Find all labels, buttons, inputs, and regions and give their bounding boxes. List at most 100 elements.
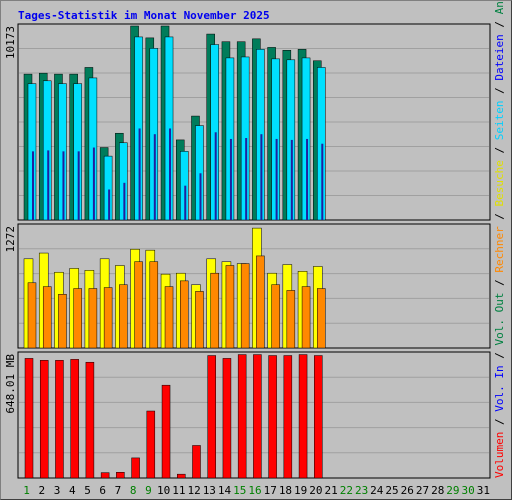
bar-rechner xyxy=(134,261,143,349)
bar-volumen xyxy=(70,359,79,479)
x-tick-label: 2 xyxy=(39,484,46,497)
legend-entry: / xyxy=(493,412,506,432)
bar-seiten xyxy=(184,185,187,220)
legend-entry: Anfragen xyxy=(493,0,506,14)
bar-seiten xyxy=(321,143,324,220)
legend-entry: Rechner xyxy=(493,226,506,273)
legend-entry: Vol. In xyxy=(493,365,506,411)
bar-rechner xyxy=(149,261,159,349)
bar-volumen xyxy=(268,355,277,479)
bar-volumen xyxy=(161,384,171,479)
bar-seiten xyxy=(92,147,95,220)
bar-rechner xyxy=(73,288,82,349)
x-tick-label: 9 xyxy=(145,484,152,497)
bar-rechner xyxy=(210,272,219,349)
bar-rechner xyxy=(42,286,52,349)
x-tick-label: 16 xyxy=(248,484,261,497)
bar-volumen xyxy=(55,360,64,479)
bar-volumen xyxy=(314,355,323,479)
bar-volumen xyxy=(298,354,308,479)
bar-volumen xyxy=(131,457,140,479)
bar-seiten xyxy=(275,138,278,220)
x-tick-label: 30 xyxy=(462,484,475,497)
chart-title: Tages-Statistik im Monat November 2025 xyxy=(18,9,270,22)
y-max-label: 648.01 MB xyxy=(4,354,17,414)
x-tick-label: 3 xyxy=(54,484,61,497)
x-tick-label: 26 xyxy=(401,484,414,497)
bar-volumen xyxy=(85,361,95,479)
bar-rechner xyxy=(286,290,296,349)
bar-rechner xyxy=(180,280,189,349)
x-tick-label: 11 xyxy=(172,484,185,497)
x-tick-label: 21 xyxy=(325,484,338,497)
bar-rechner xyxy=(225,265,235,349)
bar-rechner xyxy=(271,284,280,349)
bar-volumen xyxy=(39,360,49,479)
x-tick-label: 7 xyxy=(115,484,122,497)
x-tick-label: 18 xyxy=(279,484,292,497)
bar-seiten xyxy=(199,173,202,220)
x-tick-label: 20 xyxy=(309,484,322,497)
x-tick-label: 15 xyxy=(233,484,246,497)
bar-rechner xyxy=(256,255,265,349)
x-tick-label: 4 xyxy=(69,484,76,497)
bar-seiten xyxy=(77,151,80,220)
bar-rechner xyxy=(195,291,204,349)
x-tick-label: 8 xyxy=(130,484,137,497)
bar-rechner xyxy=(164,286,174,349)
bar-volumen xyxy=(146,410,156,479)
bar-seiten xyxy=(290,139,293,220)
bar-seiten xyxy=(169,128,172,220)
bar-seiten xyxy=(245,137,248,220)
x-tick-label: 5 xyxy=(84,484,91,497)
legend-entry: / xyxy=(493,140,506,160)
bar-seiten xyxy=(214,132,217,220)
legend-entry: / xyxy=(493,14,506,34)
bar-seiten xyxy=(47,150,50,220)
legend-entry: Vol. Out xyxy=(493,293,506,346)
x-tick-label: 19 xyxy=(294,484,307,497)
bar-seiten xyxy=(108,189,111,220)
bar-rechner xyxy=(27,282,37,349)
bar-rechner xyxy=(58,294,67,349)
legend-entry: Dateien xyxy=(493,34,506,80)
x-tick-label: 23 xyxy=(355,484,368,497)
bar-rechner xyxy=(119,284,128,349)
bar-seiten xyxy=(260,134,263,220)
x-tick-label: 14 xyxy=(218,484,232,497)
x-tick-label: 25 xyxy=(385,484,398,497)
bar-volumen xyxy=(100,472,110,479)
bar-volumen xyxy=(207,355,216,479)
bar-rechner xyxy=(317,288,326,349)
x-tick-label: 1 xyxy=(23,484,30,497)
x-tick-label: 17 xyxy=(264,484,277,497)
bar-seiten xyxy=(306,138,309,220)
x-tick-label: 29 xyxy=(446,484,459,497)
bar-rechner xyxy=(240,263,250,349)
bar-volumen xyxy=(192,445,201,479)
x-tick-label: 6 xyxy=(99,484,106,497)
bar-volumen xyxy=(237,354,247,479)
bar-seiten xyxy=(138,128,141,220)
x-tick-label: 12 xyxy=(187,484,200,497)
y-max-label: 10173 xyxy=(4,26,17,59)
bar-seiten xyxy=(229,138,232,220)
bar-seiten xyxy=(153,134,156,220)
legend-entry: Besuche xyxy=(493,160,506,206)
bar-rechner xyxy=(103,287,113,349)
bar-volumen xyxy=(283,355,293,479)
bar-volumen xyxy=(116,472,125,479)
bar-rechner xyxy=(88,288,98,349)
legend-entry: / xyxy=(493,81,506,101)
x-tick-label: 22 xyxy=(340,484,353,497)
x-tick-label: 10 xyxy=(157,484,170,497)
x-tick-label: 31 xyxy=(477,484,490,497)
bar-seiten xyxy=(32,151,34,220)
x-tick-label: 28 xyxy=(431,484,444,497)
bar-volumen xyxy=(222,358,232,479)
legend-entry: / xyxy=(493,206,506,226)
bar-volumen xyxy=(177,473,186,479)
legend-entry: Volumen xyxy=(493,432,506,478)
legend-entry: Seiten xyxy=(493,100,506,140)
